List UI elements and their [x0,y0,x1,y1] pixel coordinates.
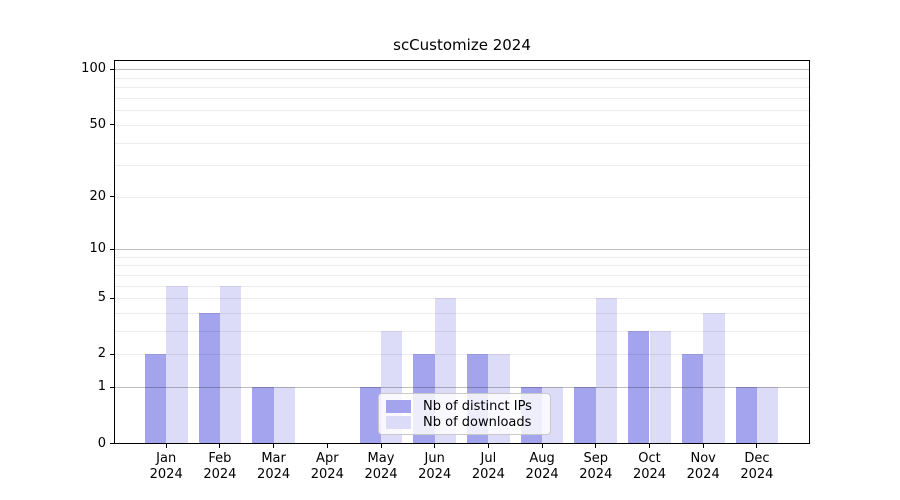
y-tick-label-20: 20 [89,188,106,204]
bar-distinct-ips-mar [252,387,274,444]
legend-swatch-distinct-ips [386,399,411,413]
legend-item-downloads: Nb of downloads [386,415,542,430]
x-tick-label-oct: Oct 2024 [632,451,667,482]
legend-label-downloads: Nb of downloads [423,414,532,430]
bar-distinct-ips-feb [198,313,220,444]
x-tick-mark-oct [649,444,650,448]
y-tick-mark-10 [110,248,114,250]
bar-distinct-ips-jan [144,354,167,444]
legend-swatch-downloads [386,415,411,429]
x-tick-mark-sep [595,444,597,448]
bar-distinct-ips-dec [735,387,757,444]
chart-title: scCustomize 2024 [393,36,531,54]
y-tick-label-50: 50 [89,116,106,132]
bars-layer [114,60,810,444]
bar-distinct-ips-oct [628,331,650,444]
plot-area [114,60,810,444]
x-tick-label-jan: Jan 2024 [149,451,183,482]
x-tick-mark-feb [219,444,221,448]
bar-downloads-dec [756,387,779,444]
legend-label-distinct-ips: Nb of distinct IPs [423,398,532,414]
bar-distinct-ips-sep [574,387,596,444]
y-tick-mark-2 [110,353,114,355]
x-tick-label-jun: Jun 2024 [418,451,452,482]
x-tick-label-feb: Feb 2024 [203,451,237,482]
x-tick-label-sep: Sep 2024 [579,451,613,482]
x-tick-label-dec: Dec 2024 [740,451,774,482]
x-tick-label-aug: Aug 2024 [525,451,559,482]
bar-downloads-jan [166,285,188,444]
x-tick-mark-dec [756,444,758,448]
x-tick-mark-mar [273,444,275,448]
y-tick-mark-1 [110,386,114,388]
x-tick-mark-jul [487,444,489,448]
y-tick-mark-20 [110,196,114,198]
y-tick-label-100: 100 [81,61,106,77]
x-tick-mark-nov [702,444,704,448]
bar-downloads-oct [649,331,671,444]
y-tick-mark-5 [110,297,114,299]
y-tick-label-1: 1 [97,379,106,395]
y-tick-mark-50 [110,124,114,126]
x-tick-label-mar: Mar 2024 [257,451,291,482]
x-tick-label-apr: Apr 2024 [310,451,344,482]
legend: Nb of distinct IPs Nb of downloads [378,393,551,435]
bar-downloads-feb [219,285,242,444]
bar-downloads-nov [703,313,725,444]
y-tick-label-5: 5 [97,290,106,306]
y-tick-label-2: 2 [97,346,106,362]
bar-downloads-sep [595,298,618,444]
bar-distinct-ips-nov [681,354,704,444]
legend-item-distinct-ips: Nb of distinct IPs [386,399,542,414]
x-tick-label-nov: Nov 2024 [686,451,720,482]
x-tick-mark-may [380,444,382,448]
x-tick-mark-jun [434,444,436,448]
y-tick-mark-100 [110,68,114,70]
x-tick-mark-aug [541,444,543,448]
y-tick-mark-0 [110,443,114,444]
x-tick-mark-jan [165,444,167,448]
bar-distinct-ips-may [359,387,381,444]
y-tick-label-10: 10 [89,241,106,257]
x-tick-mark-apr [326,444,328,448]
x-tick-label-jul: Jul 2024 [471,451,505,482]
x-tick-label-may: May 2024 [364,451,398,482]
bar-downloads-mar [273,387,295,444]
y-tick-label-0: 0 [97,435,106,451]
